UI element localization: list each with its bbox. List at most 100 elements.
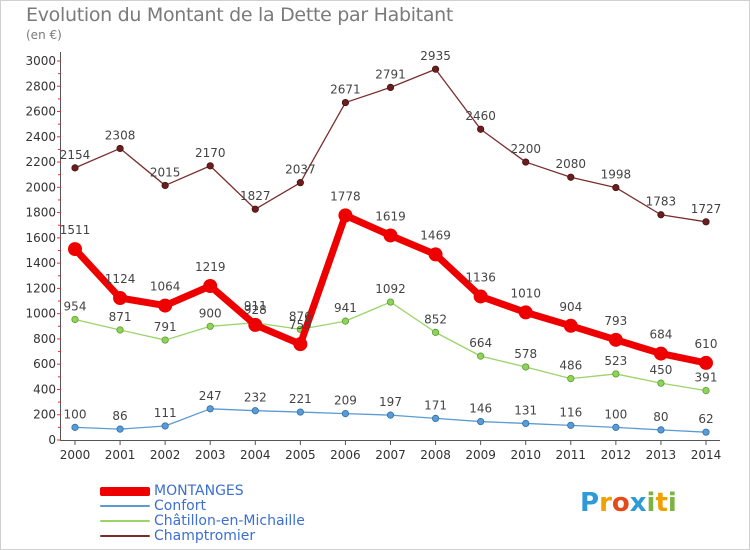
data-label-confort: 209 (334, 394, 357, 408)
data-label-champtromier: 2200 (510, 142, 541, 156)
y-tick-label: 600 (33, 357, 56, 371)
data-point-champtromier (612, 183, 620, 192)
data-label-confort: 100 (64, 407, 87, 421)
data-label-champtromier: 2671 (330, 83, 361, 97)
data-point-montanges (158, 298, 173, 313)
chart-title: Evolution du Montant de la Dette par Hab… (26, 4, 454, 26)
data-point-chatillon-en-michaille (477, 352, 485, 360)
x-tick-label: 2004 (240, 448, 271, 462)
data-point-montanges (473, 289, 488, 304)
data-label-confort: 232 (244, 391, 267, 405)
data-label-chatillon-en-michaille: 900 (199, 306, 222, 320)
data-label-confort: 131 (514, 403, 537, 417)
legend-label-montanges: MONTANGES (154, 483, 244, 499)
data-label-chatillon-en-michaille: 852 (424, 312, 447, 326)
y-tick-label: 3000 (25, 54, 56, 68)
data-point-confort (386, 411, 395, 419)
data-point-confort (431, 414, 440, 422)
legend-swatch-champtromier (100, 535, 150, 537)
data-label-montanges: 1010 (510, 286, 541, 300)
data-label-confort: 62 (698, 412, 713, 426)
x-tick-label: 2010 (510, 448, 541, 462)
data-label-confort: 86 (112, 409, 127, 423)
data-point-chatillon-en-michaille (206, 322, 214, 330)
data-point-montanges (248, 317, 263, 332)
data-point-confort (477, 417, 485, 426)
data-point-champtromier (386, 83, 395, 92)
y-tick-label: 0 (48, 433, 56, 447)
data-point-confort (341, 409, 350, 418)
x-tick-label: 2002 (150, 448, 181, 462)
y-tick-label: 1000 (25, 307, 56, 321)
data-label-montanges: 1511 (60, 223, 91, 237)
data-point-chatillon-en-michaille (657, 379, 665, 387)
data-point-champtromier (567, 173, 575, 181)
data-label-confort: 111 (154, 406, 177, 420)
y-tick-label: 400 (33, 382, 56, 396)
data-label-confort: 146 (469, 402, 492, 416)
data-label-montanges: 1136 (465, 270, 496, 284)
data-point-montanges (68, 242, 82, 257)
y-tick-label: 800 (33, 332, 56, 346)
logo-letter: x (629, 488, 647, 518)
data-label-montanges: 1778 (330, 189, 361, 203)
logo-letter: P (580, 488, 600, 518)
data-label-champtromier: 1783 (646, 195, 677, 209)
data-point-chatillon-en-michaille (522, 363, 530, 371)
chart-unit: (en €) (26, 28, 62, 42)
legend-label-confort: Confort (154, 498, 206, 514)
data-point-montanges (608, 332, 623, 347)
data-point-chatillon-en-michaille (702, 387, 710, 395)
data-label-montanges: 1064 (150, 280, 181, 294)
y-tick-label: 2200 (25, 155, 56, 169)
data-label-champtromier: 2037 (285, 163, 316, 177)
data-label-chatillon-en-michaille: 450 (649, 363, 672, 377)
data-label-montanges: 904 (559, 300, 582, 314)
data-point-confort (116, 425, 124, 433)
data-point-confort (657, 426, 665, 434)
data-label-montanges: 793 (604, 314, 627, 328)
data-point-champtromier (702, 218, 710, 226)
data-point-champtromier (296, 179, 304, 187)
x-tick-label: 2014 (691, 448, 722, 462)
data-point-chatillon-en-michaille (71, 315, 79, 324)
data-label-confort: 247 (199, 389, 222, 403)
data-label-montanges: 1469 (420, 228, 451, 242)
data-point-confort (522, 419, 530, 428)
data-point-champtromier (431, 65, 440, 73)
data-point-chatillon-en-michaille (386, 298, 395, 306)
x-tick-label: 2012 (601, 448, 632, 462)
x-tick-label: 2013 (646, 448, 677, 462)
data-point-montanges (563, 318, 578, 333)
data-label-chatillon-en-michaille: 871 (109, 310, 132, 324)
data-point-chatillon-en-michaille (341, 317, 350, 325)
data-label-champtromier: 2170 (195, 146, 226, 160)
logo-letter: o (611, 488, 630, 518)
legend-swatch-montanges (100, 487, 150, 496)
data-label-chatillon-en-michaille: 1092 (375, 282, 406, 296)
data-point-montanges (293, 337, 308, 352)
data-point-chatillon-en-michaille (612, 370, 620, 378)
data-point-chatillon-en-michaille (431, 328, 440, 336)
logo-letter: t (655, 488, 668, 518)
data-label-confort: 221 (289, 392, 312, 406)
data-point-champtromier (657, 211, 665, 219)
data-point-montanges (518, 305, 533, 320)
data-label-montanges: 1124 (105, 272, 136, 286)
data-point-champtromier (477, 125, 485, 133)
data-label-chatillon-en-michaille: 791 (154, 320, 177, 334)
data-point-montanges (203, 278, 218, 293)
y-tick-label: 2600 (25, 105, 56, 119)
x-tick-label: 2000 (60, 448, 91, 462)
series-line-champtromier (74, 68, 707, 223)
data-label-champtromier: 2460 (465, 109, 496, 123)
data-label-chatillon-en-michaille: 664 (469, 336, 492, 350)
data-point-chatillon-en-michaille (161, 336, 169, 344)
x-tick-label: 2008 (420, 448, 451, 462)
x-tick-label: 2005 (285, 448, 316, 462)
data-point-confort (612, 423, 620, 431)
data-point-montanges (383, 228, 398, 243)
data-label-champtromier: 1827 (240, 189, 271, 203)
